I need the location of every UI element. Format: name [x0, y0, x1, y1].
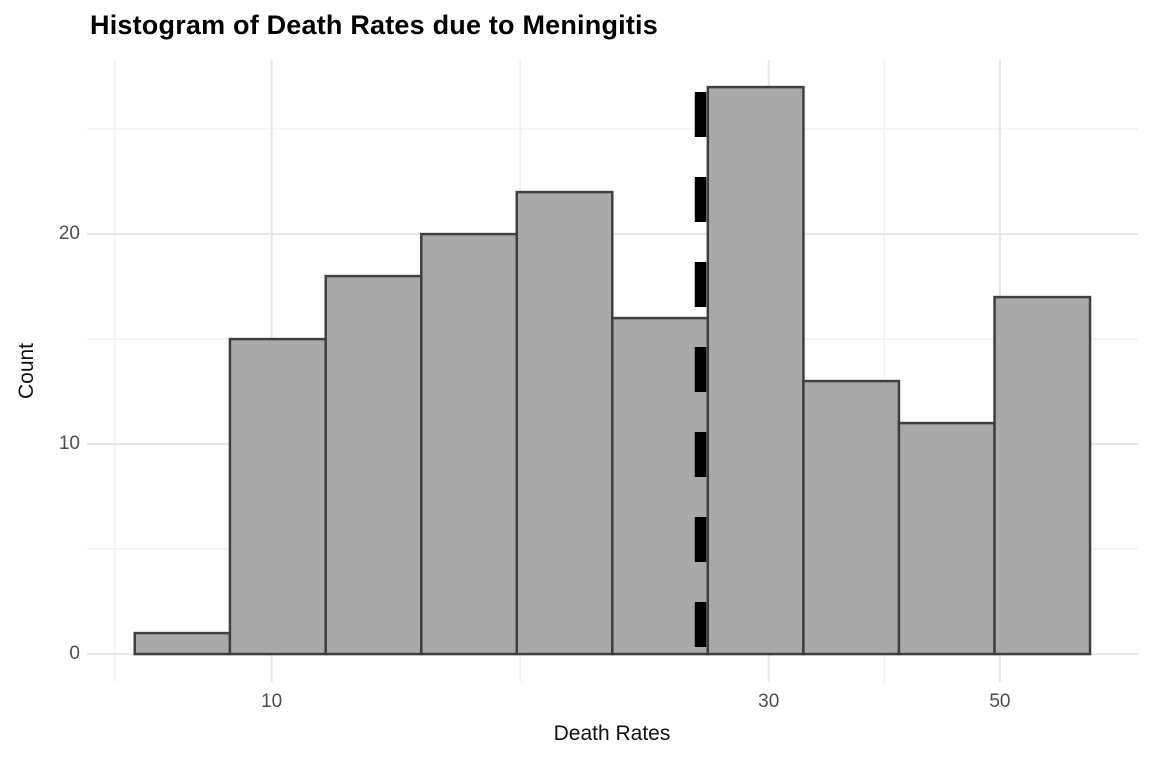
histogram-bar — [706, 85, 805, 656]
chart-title: Histogram of Death Rates due to Meningit… — [90, 10, 658, 40]
histogram-bar — [515, 190, 614, 656]
histogram-bar — [324, 274, 423, 656]
histogram-bar — [228, 337, 327, 656]
histogram-bar — [611, 316, 710, 656]
x-tick-label: 30 — [758, 691, 780, 712]
y-tick-label: 10 — [58, 433, 80, 455]
x-tick-label: 50 — [989, 691, 1011, 712]
histogram-bar — [802, 379, 901, 656]
y-tick-label: 20 — [58, 223, 80, 245]
histogram-bar — [993, 295, 1092, 656]
histogram-bar — [133, 631, 232, 656]
x-tick-label: 10 — [261, 691, 283, 712]
x-axis-title: Death Rates — [553, 722, 671, 745]
histogram-bar — [897, 421, 996, 656]
histogram-bar — [420, 232, 519, 656]
y-tick-label: 0 — [69, 643, 80, 665]
plot-panel — [87, 60, 1138, 682]
